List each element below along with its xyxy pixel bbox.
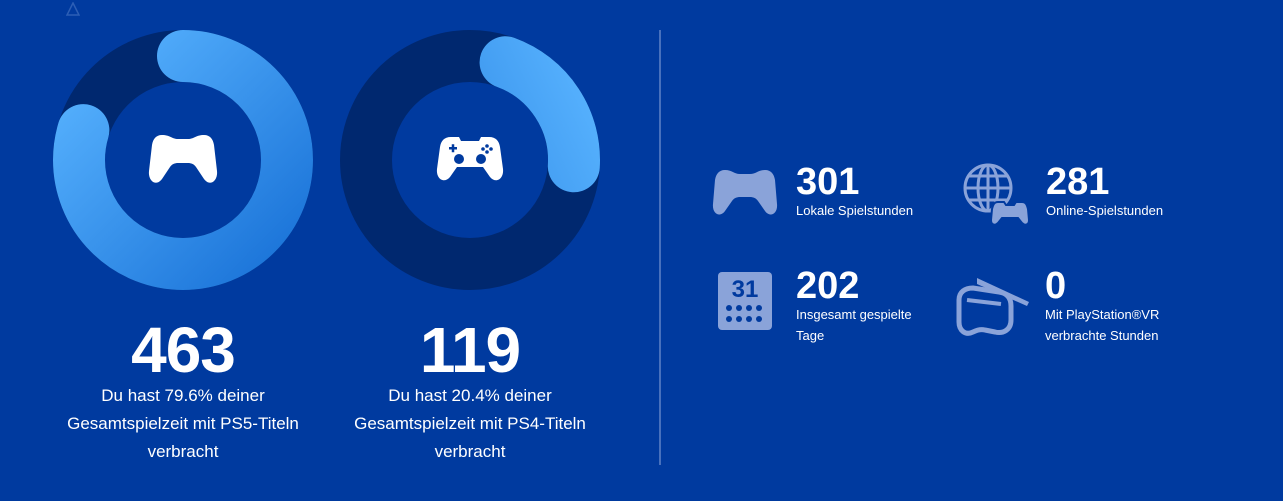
ps5-share-description: Du hast 79.6% deiner Gesamtspielzeit mit… [67,386,299,461]
ps5-controller-icon [148,135,218,183]
stat-local-value: 301 [796,161,860,203]
calendar-number: 31 [732,276,759,303]
ps5-ring-arc [53,30,313,290]
vr-headset-icon [956,278,1029,336]
stat-online-label: Online-Spielstunden [1046,203,1164,218]
logo-mark-icon [66,2,80,16]
stat-vr-label: Mit PlayStation®VR verbrachte Stunden [1045,307,1160,343]
ps4-ring-arc [340,30,600,290]
stat-local-label: Lokale Spielstunden [796,203,914,218]
stat-online-value: 281 [1046,161,1110,203]
ps4-share-ring [339,29,601,291]
stat-days-label: Insgesamt gespielte Tage [796,307,912,343]
calendar-icon: 31 [718,272,772,330]
ps5-hours-value: 463 [131,314,236,386]
ps4-hours-value: 119 [419,314,521,386]
stat-vr-value: 0 [1045,265,1067,307]
globe-controller-icon [963,163,1031,226]
ps4-share-description: Du hast 20.4% deiner Gesamtspielzeit mit… [354,386,586,461]
controller-icon [712,170,778,215]
stat-days-value: 202 [796,265,860,307]
section-divider [659,30,661,465]
ps5-share-ring [52,29,314,291]
ps4-controller-icon [436,137,504,181]
